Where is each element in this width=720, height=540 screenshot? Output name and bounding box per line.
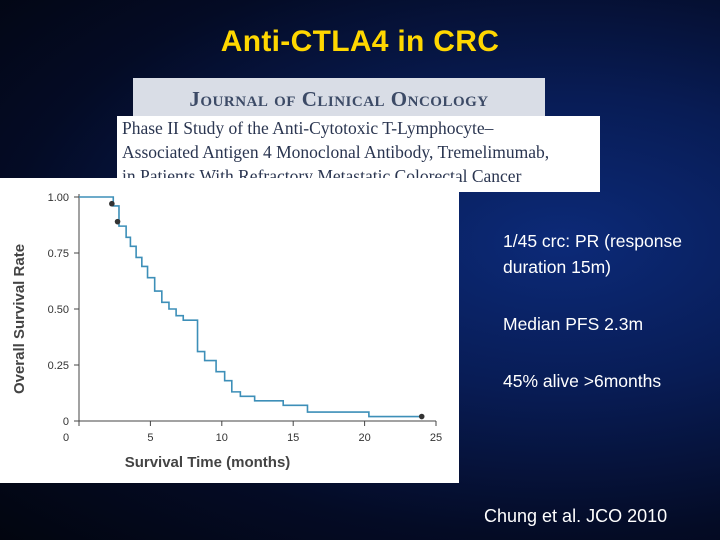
y-tick-label: 1.00 bbox=[48, 192, 69, 204]
x-tick-label: 5 bbox=[147, 432, 153, 444]
censor-marker bbox=[418, 413, 425, 420]
y-tick-label: 0.75 bbox=[48, 248, 69, 260]
bullet-list: 1/45 crc: PR (response duration 15m) Med… bbox=[503, 228, 703, 394]
censor-marker bbox=[109, 200, 115, 207]
bullet-response: 1/45 crc: PR (response duration 15m) bbox=[503, 231, 682, 277]
y-tick-label: 0.25 bbox=[48, 360, 69, 372]
censor-marker bbox=[114, 218, 121, 225]
x-tick-label: 10 bbox=[216, 432, 228, 444]
x-tick-label: 0 bbox=[63, 432, 69, 444]
y-tick-label: 0.50 bbox=[48, 304, 69, 316]
survival-chart: 0 0.25 0.50 0.75 1.00 0 5 10 15 20 25 Survival Time… bbox=[0, 178, 459, 483]
citation: Chung et al. JCO 2010 bbox=[484, 506, 668, 526]
bullet-alive: 45% alive >6months bbox=[503, 371, 662, 391]
journal-name: Journal of Clinical Oncology bbox=[189, 86, 489, 111]
y-tick-label: 0 bbox=[63, 416, 69, 428]
paper-title-line-1: Phase II Study of the Anti-Cytotoxic T-L… bbox=[122, 118, 494, 138]
x-tick-label: 20 bbox=[358, 432, 370, 444]
x-axis-label: Survival Time (months) bbox=[125, 454, 291, 471]
survival-chart-svg: 0 0.25 0.50 0.75 1.00 0 5 10 15 20 25 Survival Time… bbox=[11, 192, 442, 471]
x-tick-label: 25 bbox=[430, 432, 442, 444]
y-axis-label: Overall Survival Rate bbox=[11, 244, 28, 394]
bullet-pfs: Median PFS 2.3m bbox=[503, 314, 644, 334]
x-tick-label: 15 bbox=[287, 432, 299, 444]
survival-curve bbox=[79, 196, 422, 418]
slide-title: Anti-CTLA4 in CRC bbox=[220, 25, 500, 58]
paper-title-line-2: Associated Antigen 4 Monoclonal Antibody… bbox=[122, 142, 550, 162]
journal-banner: Journal of Clinical Oncology bbox=[133, 78, 545, 120]
